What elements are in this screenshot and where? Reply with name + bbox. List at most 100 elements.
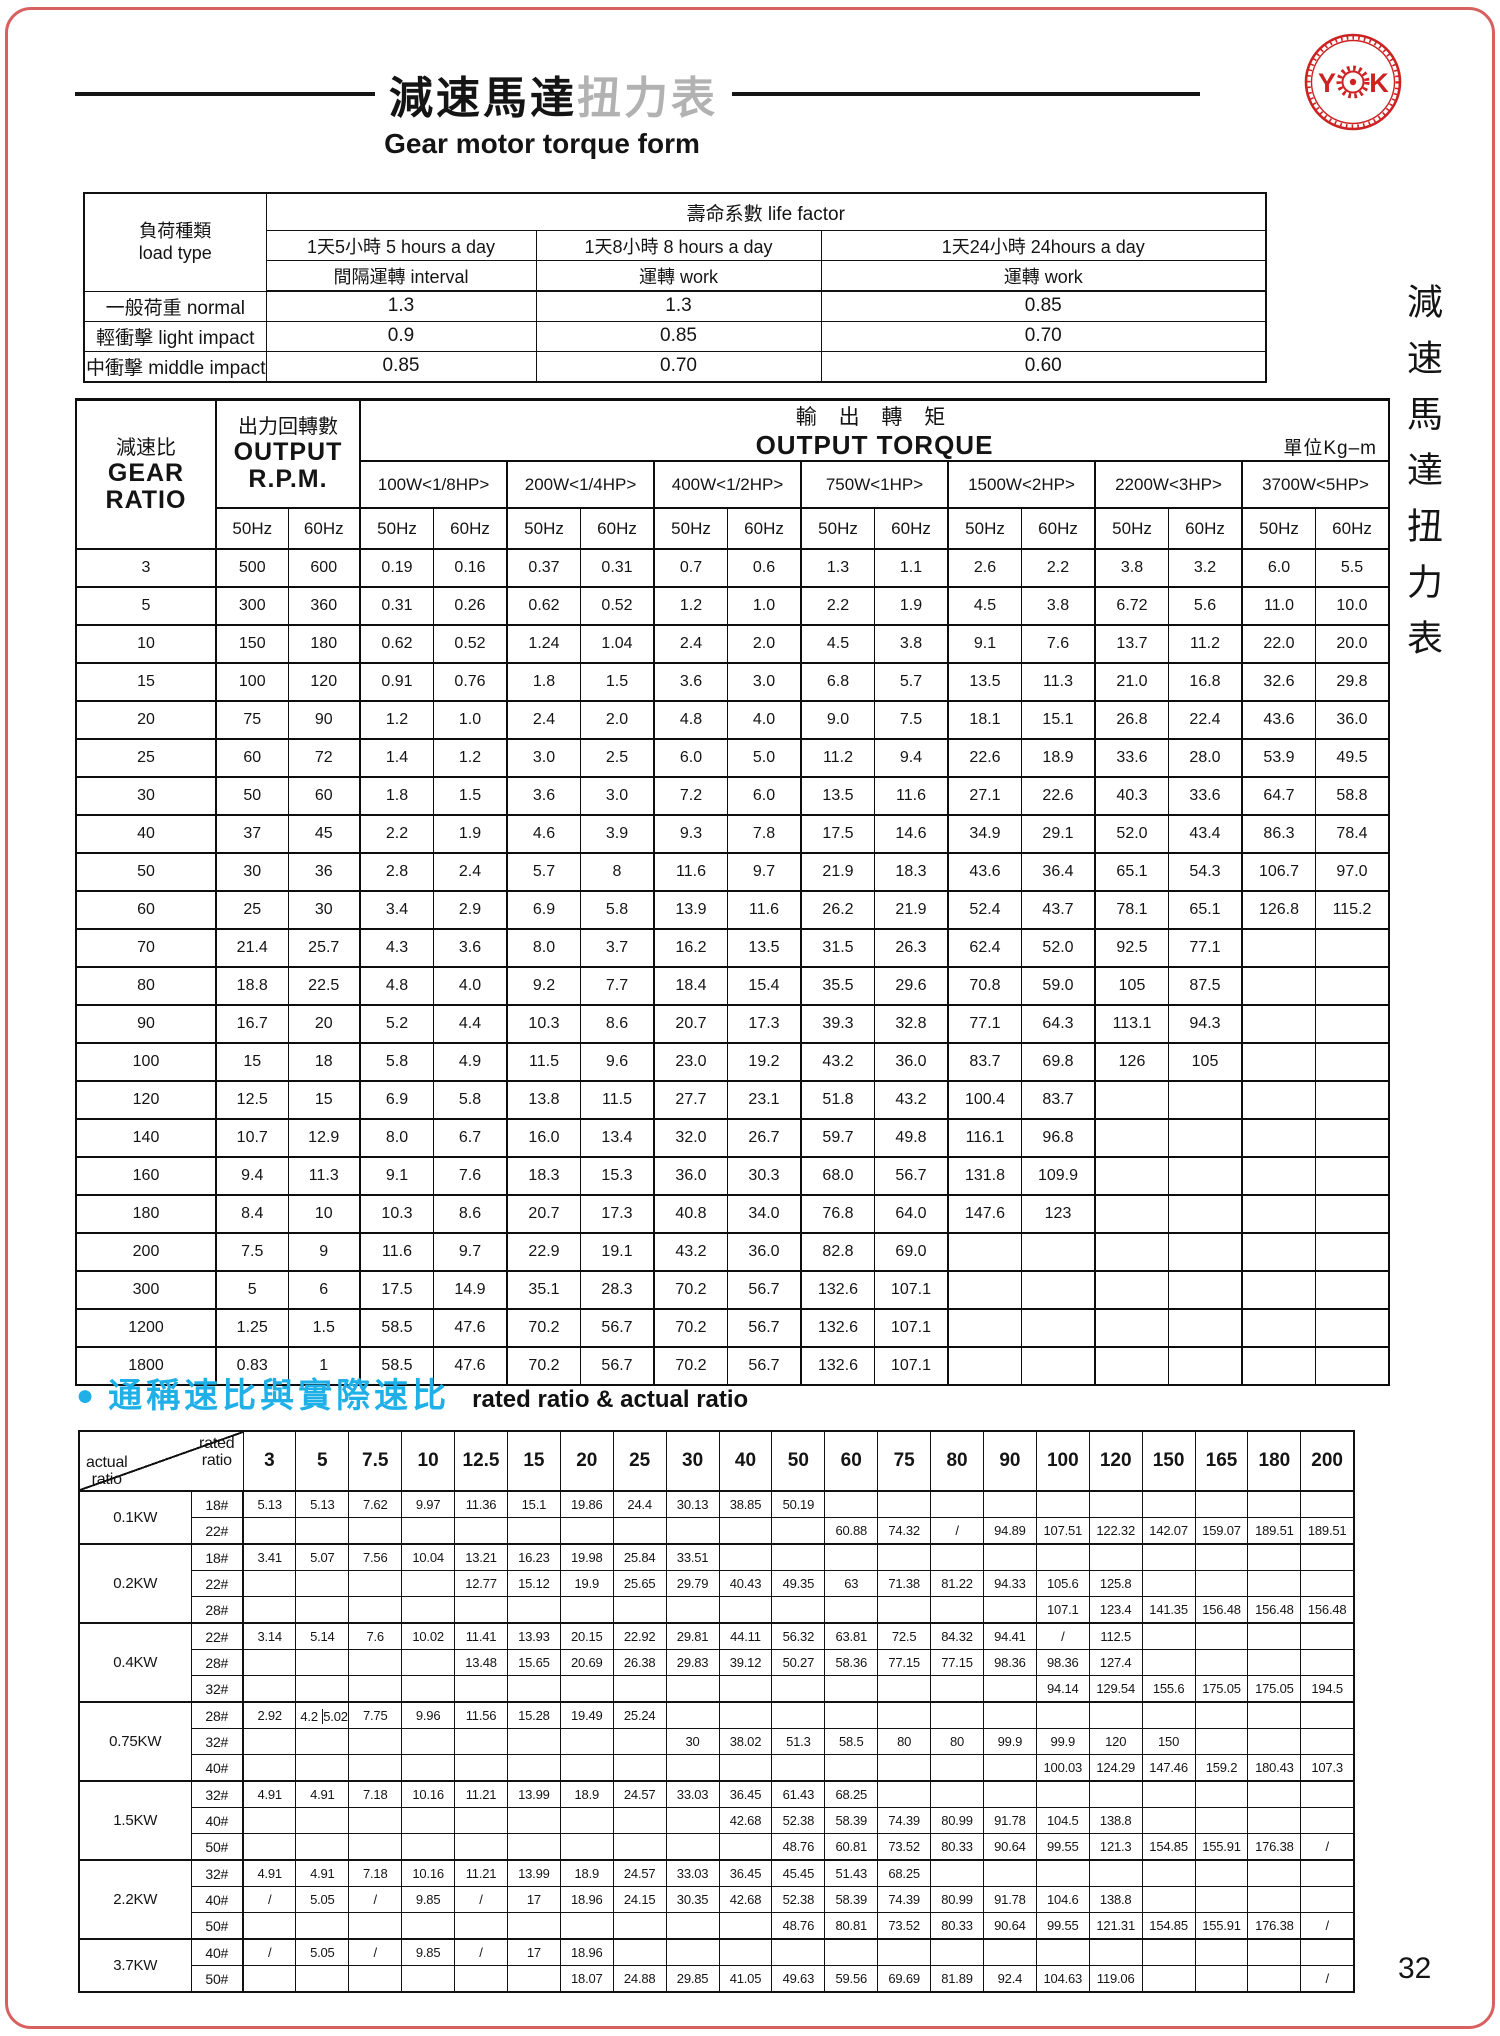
torque-value-cell: 105 [1168,1042,1242,1081]
load-type-zh: 負荷種類 [139,221,212,242]
torque-value-cell [1241,1346,1316,1385]
torque-value-cell: 21.9 [874,890,948,929]
actual-ratio-cell [665,1675,720,1703]
torque-value-cell: 10 [287,1194,360,1233]
gear-ratio-en: RATIO [105,485,187,514]
output-rpm-header-cell: 出力回轉數 OUTPUT R.P.M. [215,399,360,508]
torque-value-cell: 9.1 [947,624,1022,663]
actual-ratio-cell [348,1596,403,1624]
torque-value-cell [1241,1118,1316,1157]
torque-value-cell: 132.6 [800,1270,875,1309]
gear-ratio-cell: 200 [75,1232,217,1271]
rated-ratio-column-header: 80 [930,1430,984,1492]
torque-value-cell: 69.0 [874,1232,948,1271]
torque-value-cell [1168,1080,1242,1119]
actual-ratio-cell [930,1701,984,1729]
actual-ratio-cell: 4.91 [242,1859,297,1887]
torque-value-cell: 30 [287,890,360,929]
torque-value-cell: 9.7 [727,852,801,891]
actual-ratio-cell: 72.5 [877,1622,932,1650]
actual-ratio-cell [1300,1728,1355,1755]
actual-ratio-cell: 180.43 [1247,1754,1302,1782]
torque-value-cell: 96.8 [1021,1118,1095,1157]
power-label: 0.2KW [78,1543,192,1624]
actual-ratio-cell: 69.69 [877,1965,932,1993]
actual-ratio-cell: 120 [1088,1728,1143,1755]
actual-ratio-cell [1141,1543,1196,1571]
frame-size-label: 50# [190,1833,244,1861]
duty-header: 1天8小時 8 hours a day [535,230,822,261]
actual-ratio-cell: 7.75 [348,1701,403,1729]
torque-value-cell: 58.5 [359,1346,434,1385]
torque-value-cell: 58.8 [1315,776,1389,815]
torque-value-cell: 5.5 [1315,548,1389,587]
torque-value-cell: 26.3 [874,928,948,967]
actual-ratio-cell [1088,1543,1143,1571]
actual-ratio-cell: 19.9 [559,1570,614,1597]
hz-header: 50Hz [947,507,1022,550]
actual-ratio-cell: 7.6 [348,1622,403,1650]
actual-ratio-cell: 58.5 [824,1728,879,1755]
actual-ratio-cell: 11.56 [454,1701,508,1729]
frame-size-label: 32# [190,1675,244,1703]
torque-value-cell: 52.0 [1094,814,1169,853]
frame-size-label: 18# [190,1490,244,1518]
torque-value-cell: 9.2 [506,966,581,1005]
actual-ratio-cell: / [1300,1912,1355,1940]
torque-value-cell: 11.6 [727,890,801,929]
actual-ratio-cell [1035,1780,1090,1808]
torque-value-cell [1315,1080,1389,1119]
torque-value-cell: 36.0 [727,1232,801,1271]
torque-value-cell [1315,1232,1389,1271]
torque-value-cell: 70.2 [653,1308,728,1347]
actual-ratio-cell [718,1833,773,1861]
torque-value-cell: 3.4 [359,890,434,929]
actual-ratio-cell [771,1675,826,1703]
actual-ratio-cell: 20.69 [559,1649,614,1676]
actual-ratio-cell [612,1833,667,1861]
torque-value-cell: 4.8 [653,700,728,739]
hz-header: 60Hz [1021,507,1095,550]
actual-ratio-cell: 51.3 [771,1728,826,1755]
torque-value-cell: 82.8 [800,1232,875,1271]
actual-ratio-cell: 94.14 [1035,1675,1090,1703]
torque-value-cell [1241,928,1316,967]
torque-value-cell: 15.3 [580,1156,654,1195]
gear-ratio-cell: 1800 [75,1346,217,1385]
torque-value-cell: 3.0 [727,662,801,701]
torque-value-cell: 90 [287,700,360,739]
actual-ratio-cell: 80.99 [930,1807,984,1834]
torque-value-cell: 10.0 [1315,586,1389,625]
torque-value-cell: 17.5 [800,814,875,853]
torque-value-cell: 7.5 [215,1232,288,1271]
actual-ratio-cell [1088,1859,1143,1887]
torque-value-cell: 15 [215,1042,288,1081]
actual-ratio-cell [454,1728,508,1755]
torque-value-cell: 4.9 [433,1042,507,1081]
actual-ratio-cell: 175.05 [1194,1675,1249,1703]
actual-ratio-cell: 19.49 [559,1701,614,1729]
actual-ratio-cell [348,1807,403,1834]
torque-value-cell: 1.1 [874,548,948,587]
actual-ratio-cell: 141.35 [1141,1596,1196,1624]
torque-value-cell: 16.7 [215,1004,288,1043]
torque-value-cell: 8.4 [215,1194,288,1233]
actual-ratio-cell: 24.88 [612,1965,667,1993]
torque-value-cell: 43.4 [1168,814,1242,853]
actual-ratio-cell [1194,1570,1249,1597]
torque-value-cell: 64.7 [1241,776,1316,815]
torque-row: 140 10.7 12.9 8.0 6.7 16.0 13.4 32.0 26.7 59.7 49.… [75,1118,1389,1157]
actual-ratio-cell: 80.33 [930,1912,984,1940]
actual-ratio-cell [506,1754,561,1782]
diag-rated-label: rated ratio [199,1435,235,1469]
torque-row: 3 500 600 0.19 0.16 0.37 0.31 0.7 0.6 1.3 1.1 2.6 2.… [75,548,1389,587]
torque-value-cell: 132.6 [800,1308,875,1347]
torque-value-cell: 70.2 [506,1346,581,1385]
actual-ratio-cell: 80.81 [824,1912,879,1940]
torque-value-cell: 1.2 [433,738,507,777]
ratio-row: 3.7KW 40#/5.05/9.85/17 18.96 [78,1938,1355,1993]
torque-value-cell: 113.1 [1094,1004,1169,1043]
logo-letter-y: Y [1318,68,1336,98]
torque-value-cell [1094,1080,1169,1119]
actual-ratio-cell: 77.15 [930,1649,984,1676]
